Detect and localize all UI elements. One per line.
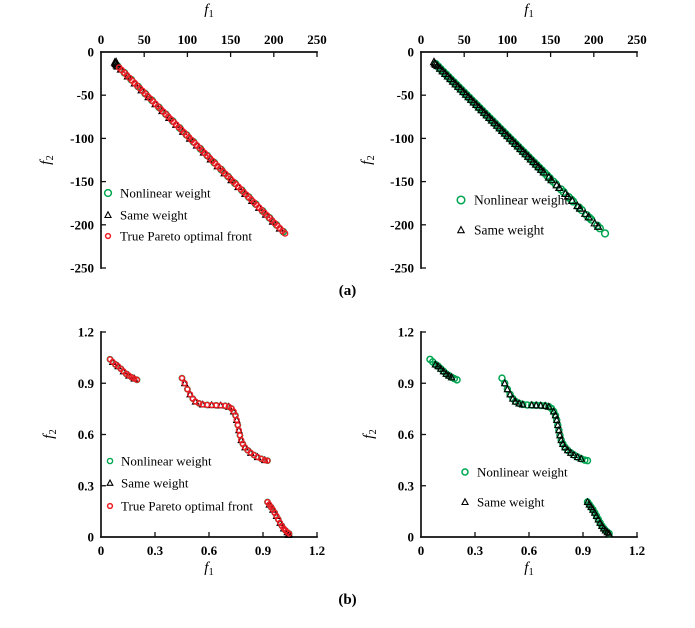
legend-label-true-pareto-optimal-front: True Pareto optimal front [120, 229, 252, 244]
x-axis-title: f1 [524, 560, 533, 578]
series-true-pareto-optimal-front [106, 356, 293, 537]
y-axis-title: f2 [361, 429, 379, 438]
series-true-pareto-optimal-front [115, 64, 289, 237]
y-tick-label: 0 [88, 530, 95, 545]
legend: Nonlinear weight Same weight [456, 193, 568, 238]
y-tick-label: -250 [390, 261, 414, 276]
x-tick-label: 0.6 [521, 543, 538, 558]
legend: Nonlinear weight Same weight True Pareto o… [103, 186, 252, 244]
series-nonlinear-weight [426, 355, 613, 538]
chart-a-right: 0 50 100 150 200 250 0 -50 -100 -150 -200 -250 f1 f2 N… [359, 2, 647, 276]
y-tick-label: 0 [408, 45, 415, 60]
x-tick-label: 0.3 [467, 543, 484, 558]
x-tick-label: 0.9 [255, 543, 272, 558]
legend-label-nonlinear-weight: Nonlinear weight [477, 465, 568, 480]
y-tick-label: 1.2 [78, 325, 94, 340]
x-tick-label: 100 [498, 32, 518, 47]
x-tick-label: 0.6 [201, 543, 218, 558]
x-tick-label: 250 [307, 32, 327, 47]
legend-label-nonlinear-weight: Nonlinear weight [474, 193, 568, 208]
y-tick-label: 0.9 [398, 376, 415, 391]
x-tick-label: 1.2 [309, 543, 325, 558]
x-axis-title: f1 [524, 2, 533, 20]
y-tick-label: 1.2 [398, 325, 414, 340]
x-tick-label: 150 [541, 32, 561, 47]
y-tick-label: -200 [390, 217, 414, 232]
y-tick-label: -250 [70, 261, 94, 276]
x-tick-label: 0.9 [575, 543, 592, 558]
x-tick-label: 0 [418, 32, 425, 47]
x-tick-label: 0.3 [147, 543, 164, 558]
y-tick-label: -100 [390, 131, 414, 146]
y-tick-label: -50 [397, 88, 414, 103]
y-tick-label: 0.6 [78, 427, 95, 442]
legend: Nonlinear weight Same weight True Pareto o… [106, 454, 253, 514]
legend-label-nonlinear-weight: Nonlinear weight [120, 186, 211, 201]
y-tick-label: 0 [408, 530, 415, 545]
x-tick-label: 0 [98, 32, 105, 47]
y-tick-label: -200 [70, 217, 94, 232]
legend-label-same-weight: Same weight [474, 223, 544, 238]
x-tick-label: 250 [627, 32, 647, 47]
legend: Nonlinear weight Same weight [461, 465, 568, 510]
chart-b-left: 0 0.3 0.6 0.9 1.2 0 0.3 0.6 0.9 1.2 f1 f2 Nonlinear … [41, 325, 325, 579]
x-tick-label: 200 [584, 32, 604, 47]
y-tick-label: -150 [390, 174, 414, 189]
x-tick-label: 150 [221, 32, 241, 47]
x-tick-label: 0 [98, 543, 105, 558]
caption-b: (b) [338, 592, 357, 608]
x-tick-label: 100 [178, 32, 198, 47]
chart-a-left: 0 50 100 150 200 250 0 -50 -100 -150 -200 -250 f1 f2 N… [38, 2, 327, 276]
y-tick-label: 0.6 [398, 427, 415, 442]
legend-label-same-weight: Same weight [120, 208, 188, 223]
y-tick-label: -50 [77, 88, 94, 103]
y-tick-label: 0.3 [78, 478, 95, 493]
y-tick-label: 0.9 [78, 376, 95, 391]
series-same-weight [431, 360, 614, 537]
x-tick-label: 50 [138, 32, 151, 47]
y-axis-title: f2 [41, 429, 59, 438]
y-tick-label: -150 [70, 174, 94, 189]
series-same-weight [429, 57, 603, 230]
y-axis-title: f2 [38, 155, 56, 164]
y-axis-title: f2 [359, 155, 377, 164]
x-tick-label: 200 [264, 32, 284, 47]
x-tick-label: 1.2 [629, 543, 645, 558]
legend-label-same-weight: Same weight [477, 495, 545, 510]
x-tick-label: 0 [418, 543, 425, 558]
legend-label-true-pareto-optimal-front: True Pareto optimal front [121, 499, 253, 514]
y-tick-label: -100 [70, 131, 94, 146]
x-axis-title: f1 [204, 560, 213, 578]
legend-label-nonlinear-weight: Nonlinear weight [121, 454, 212, 469]
y-tick-label: 0 [88, 45, 95, 60]
chart-b-right: 0 0.3 0.6 0.9 1.2 0 0.3 0.6 0.9 1.2 f1 f2 Nonlinear … [361, 325, 645, 579]
caption-a: (a) [338, 283, 357, 299]
x-axis-title: f1 [204, 2, 213, 20]
x-tick-label: 50 [458, 32, 471, 47]
y-tick-label: 0.3 [398, 478, 415, 493]
legend-label-same-weight: Same weight [121, 476, 189, 491]
